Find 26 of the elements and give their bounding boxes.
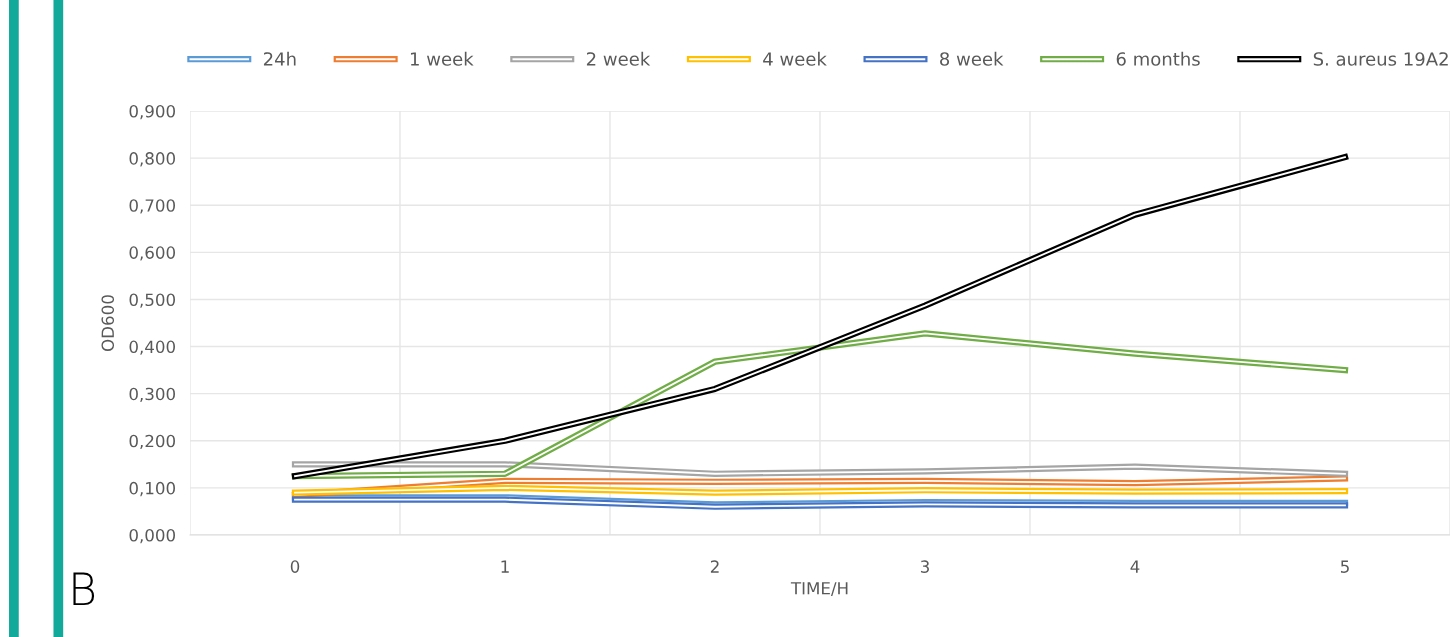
x-tick-label: 1 xyxy=(501,560,509,573)
x-tick-label: 4 xyxy=(1130,560,1140,573)
legend-label: 6 months xyxy=(1116,51,1200,66)
x-tick-label: 2 xyxy=(710,560,719,573)
text: B xyxy=(73,572,95,605)
x-tick-label: 5 xyxy=(1340,560,1349,573)
y-tick-label: 0,600 xyxy=(129,246,175,261)
y-tick-label: 0,000 xyxy=(129,528,175,544)
y-tick-label: 0,800 xyxy=(129,152,175,167)
y-tick-label: 0,700 xyxy=(129,199,175,214)
legend-label: 1 week xyxy=(410,51,474,66)
legend-label: 24h xyxy=(263,51,296,66)
legend-label: 4 week xyxy=(763,51,827,66)
y-tick-label: 0,200 xyxy=(129,434,175,450)
y-tick-label: 0,900 xyxy=(129,104,175,120)
x-axis-title: TIME/H xyxy=(790,582,848,596)
legend-label: 2 week xyxy=(586,51,651,66)
y-axis-title: OD600 xyxy=(101,295,115,351)
legend-label: S. aureus 19A2 xyxy=(1313,52,1448,66)
x-tick-label: 0 xyxy=(290,560,300,573)
x-tick-label: 3 xyxy=(920,560,929,573)
y-tick-label: 0,100 xyxy=(129,481,175,497)
legend-label: 8 week xyxy=(940,51,1004,66)
y-tick-label: 0,300 xyxy=(129,387,175,402)
y-tick-label: 0,500 xyxy=(129,293,175,308)
y-tick-label: 0,400 xyxy=(129,340,175,355)
